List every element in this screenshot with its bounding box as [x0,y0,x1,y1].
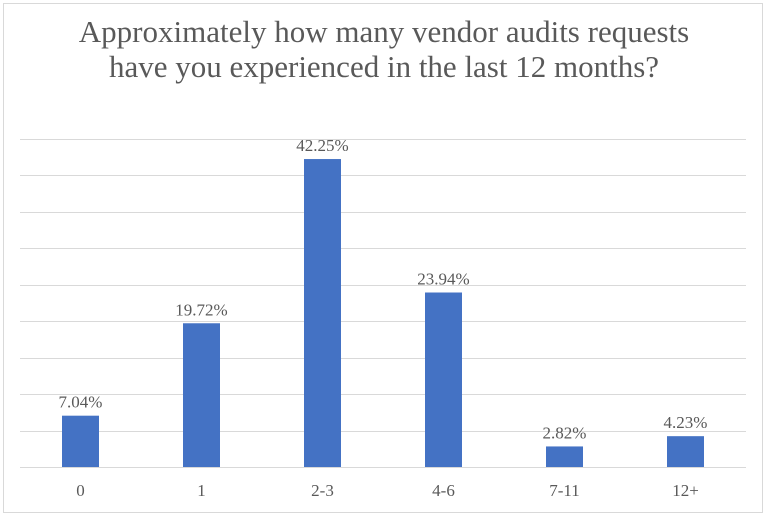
x-tick-label: 12+ [672,481,699,500]
bar [425,292,462,467]
data-label: 42.25% [296,136,348,155]
bar [667,436,704,467]
data-label: 2.82% [543,423,587,442]
chart-frame [3,3,763,513]
bar [304,159,341,468]
data-label: 19.72% [175,300,227,319]
x-tick-label: 4-6 [432,481,455,500]
x-tick-label: 0 [76,481,85,500]
x-tick-label: 7-11 [549,481,580,500]
bar [183,323,220,467]
data-label: 4.23% [664,413,708,432]
x-tick-label: 1 [197,481,206,500]
data-label: 23.94% [417,270,469,289]
data-label: 7.04% [59,393,103,412]
x-tick-label: 2-3 [311,481,334,500]
bar [62,415,99,467]
chart-title: Approximately how many vendor audits req… [78,14,690,84]
bar [546,446,583,467]
